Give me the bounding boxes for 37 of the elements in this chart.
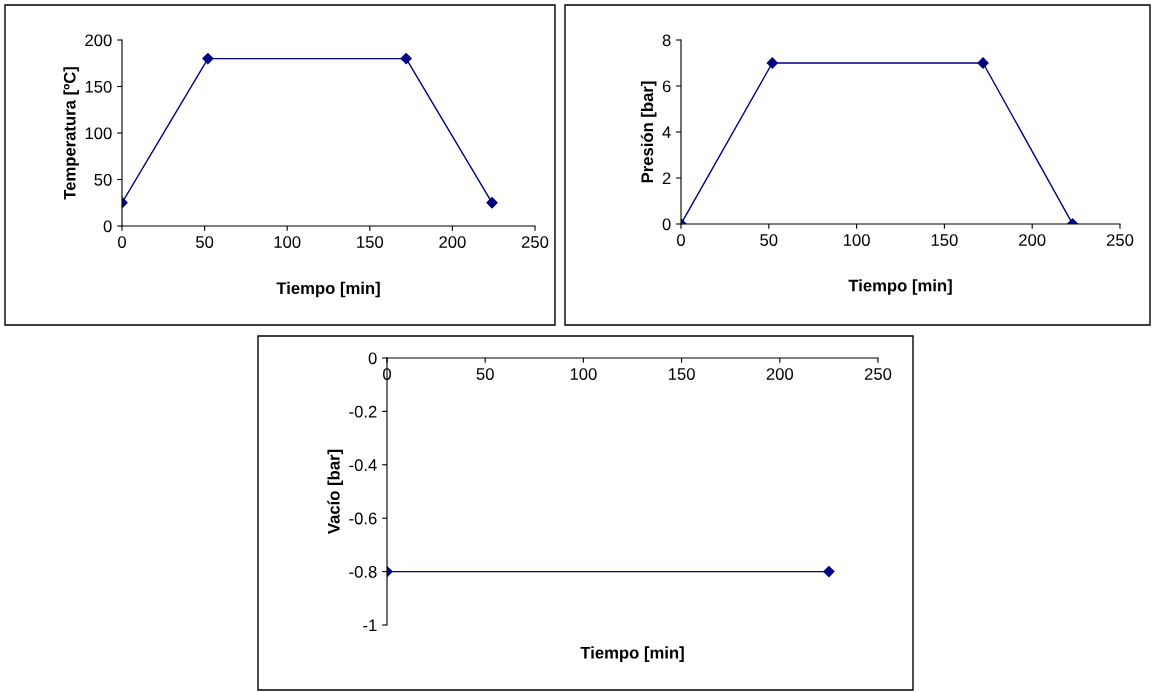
y-tick-label: -0.4 <box>349 459 377 471</box>
x-axis-title: Tiempo [min] <box>848 279 952 295</box>
y-axis-title: Temperatura [ºC] <box>63 67 79 200</box>
y-tick-label: -0.2 <box>349 405 377 418</box>
y-tick-label: 100 <box>85 127 112 140</box>
y-tick-label: 0 <box>662 218 671 231</box>
y-tick-label: 150 <box>85 80 112 93</box>
y-tick-label: -0.6 <box>349 512 377 525</box>
x-tick-label: 250 <box>1106 234 1134 246</box>
y-tick-label: 200 <box>85 34 112 47</box>
y-tick-label: 50 <box>94 173 112 186</box>
x-tick-label: 50 <box>196 236 214 248</box>
y-tick-label: -0.8 <box>349 566 377 578</box>
x-axis-title: Tiempo [min] <box>276 281 380 298</box>
y-tick-label: 0 <box>368 352 377 365</box>
x-tick-label: 0 <box>677 234 685 246</box>
x-tick-label: 150 <box>931 234 958 246</box>
x-axis-title: Tiempo [min] <box>580 646 684 662</box>
y-axis-title: Vacío [bar] <box>327 449 344 534</box>
y-tick-label: 4 <box>662 126 671 139</box>
x-tick-label: 50 <box>760 234 778 246</box>
x-tick-label: 250 <box>521 236 549 248</box>
x-tick-label: 0 <box>118 236 126 248</box>
x-tick-label: 100 <box>843 234 870 246</box>
y-tick-label: -1 <box>363 619 377 632</box>
y-tick-label: 8 <box>662 34 671 47</box>
x-tick-label: 200 <box>1019 234 1046 246</box>
x-tick-label: 200 <box>766 368 794 380</box>
x-tick-label: 200 <box>439 236 466 248</box>
x-tick-label: 100 <box>570 368 597 380</box>
y-tick-label: 0 <box>103 220 112 233</box>
y-tick-label: 6 <box>662 80 671 93</box>
y-axis-title: Presión [bar] <box>640 81 657 183</box>
x-tick-label: 50 <box>476 368 494 380</box>
y-tick-label: 2 <box>662 172 671 185</box>
x-tick-label: 100 <box>274 236 301 248</box>
x-tick-label: 250 <box>864 368 892 380</box>
